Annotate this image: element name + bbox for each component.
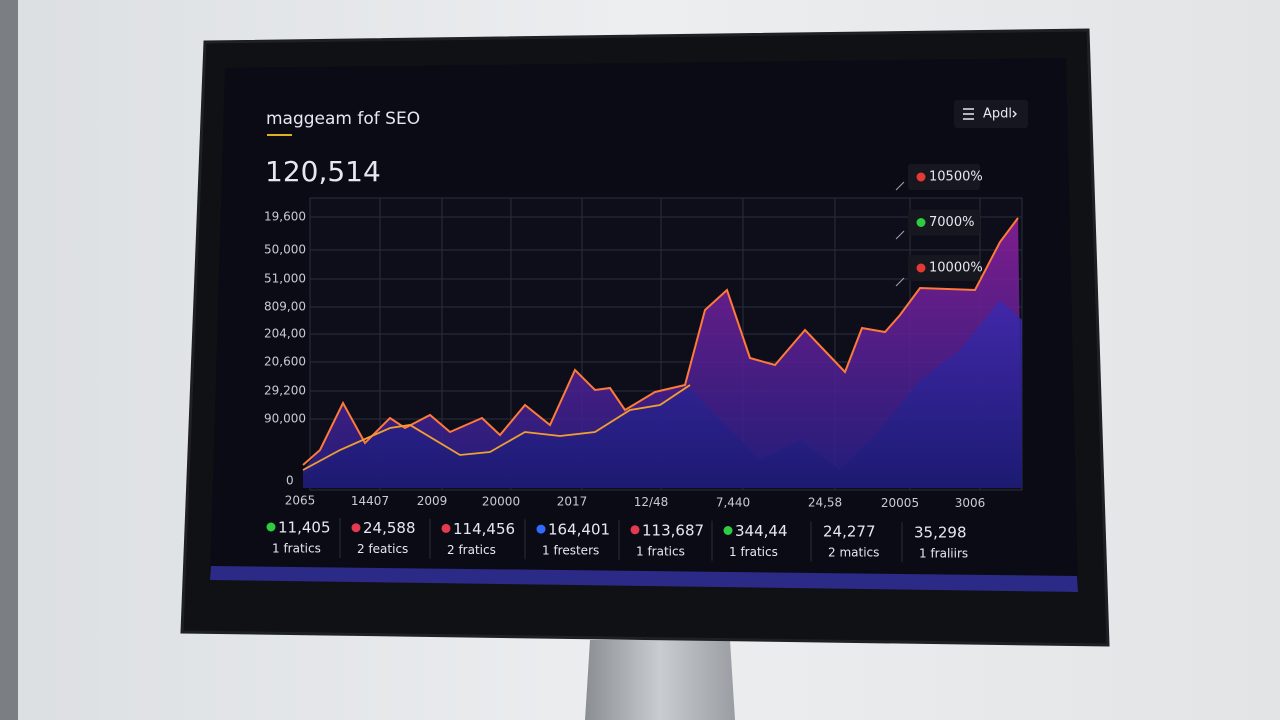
x-tick-label: 20005 (881, 496, 919, 510)
y-tick-label: 90,000 (264, 412, 306, 426)
metric-value: 11,405 (278, 519, 331, 537)
y-tick-label: 19,600 (264, 210, 306, 224)
metric-value: 164,401 (548, 521, 610, 539)
metric-value: 24,277 (823, 523, 876, 541)
metric-label: 1 fratics (729, 545, 778, 559)
x-tick-label: 24,58 (808, 496, 842, 510)
metric-label: 1 fratics (272, 542, 321, 556)
screen-bottom-bar (210, 566, 1078, 592)
annotation-dot (916, 172, 926, 182)
metric-value: 114,456 (453, 520, 515, 538)
annotation-badge (908, 164, 980, 190)
y-tick-label: 29,200 (264, 384, 306, 398)
annotation-arrows (895, 181, 905, 287)
left-edge (0, 0, 18, 720)
x-tick-label: 20000 (482, 494, 520, 508)
x-tick-label: 2065 (285, 494, 316, 508)
area-secondary (303, 300, 1022, 488)
metric-dot (723, 526, 733, 535)
total-value: 120,514 (265, 155, 381, 188)
metric-value: 344,44 (735, 522, 788, 540)
annotation-badge (908, 255, 980, 281)
x-tick-label: 7,440 (716, 495, 750, 509)
annotation-label: 10000% (929, 261, 983, 276)
metric-label: 2 fratics (447, 543, 496, 557)
menu-button[interactable]: Apdl (954, 100, 1028, 128)
dashboard-title: maggeam fof SEO (266, 109, 420, 129)
annotation-label: 10500% (929, 170, 983, 185)
metric-label: 1 fratics (636, 544, 685, 558)
y-tick-label: 20,600 (264, 355, 306, 369)
area-main (303, 218, 1022, 488)
metric-dot (351, 523, 361, 533)
y-tick-label: 50,000 (264, 243, 306, 257)
metric-label: 1 fresters (542, 544, 599, 558)
metric-value: 24,588 (363, 519, 416, 537)
chart (302, 181, 1023, 491)
x-tick-label: 2009 (417, 494, 448, 508)
annotation-badge (908, 209, 980, 236)
monitor-stand (585, 640, 735, 720)
metric-dot (630, 525, 640, 535)
metric-label: 2 matics (828, 546, 879, 560)
metric-value: 113,687 (642, 521, 704, 539)
metric-label: 1 fraliirs (919, 546, 968, 560)
x-tick-label: 3006 (955, 496, 986, 510)
metric-dot (536, 524, 546, 534)
menu-label[interactable]: Apdl (983, 107, 1012, 122)
metric-dot (441, 523, 451, 533)
menu-icon[interactable] (963, 108, 974, 120)
annotation-dot (916, 218, 926, 227)
annotation-dot (916, 263, 926, 273)
metric-value: 35,298 (914, 523, 967, 541)
metric-dot (266, 522, 276, 532)
metric-label: 2 featics (357, 542, 408, 556)
y-tick-label: 204,00 (264, 327, 306, 341)
x-tick-label: 14407 (351, 494, 389, 508)
y-tick-label: 809,00 (264, 300, 306, 314)
x-tick-label: 12/48 (634, 495, 669, 509)
line-main (302, 217, 1019, 466)
menu-bg[interactable] (954, 100, 1028, 128)
line-secondary (302, 384, 691, 471)
y-tick-label: 0 (286, 474, 294, 488)
menu-chevron[interactable] (1012, 110, 1017, 118)
y-tick-label: 51,000 (264, 272, 306, 286)
x-tick-label: 2017 (557, 495, 588, 509)
annotation-label: 7000% (929, 215, 974, 230)
